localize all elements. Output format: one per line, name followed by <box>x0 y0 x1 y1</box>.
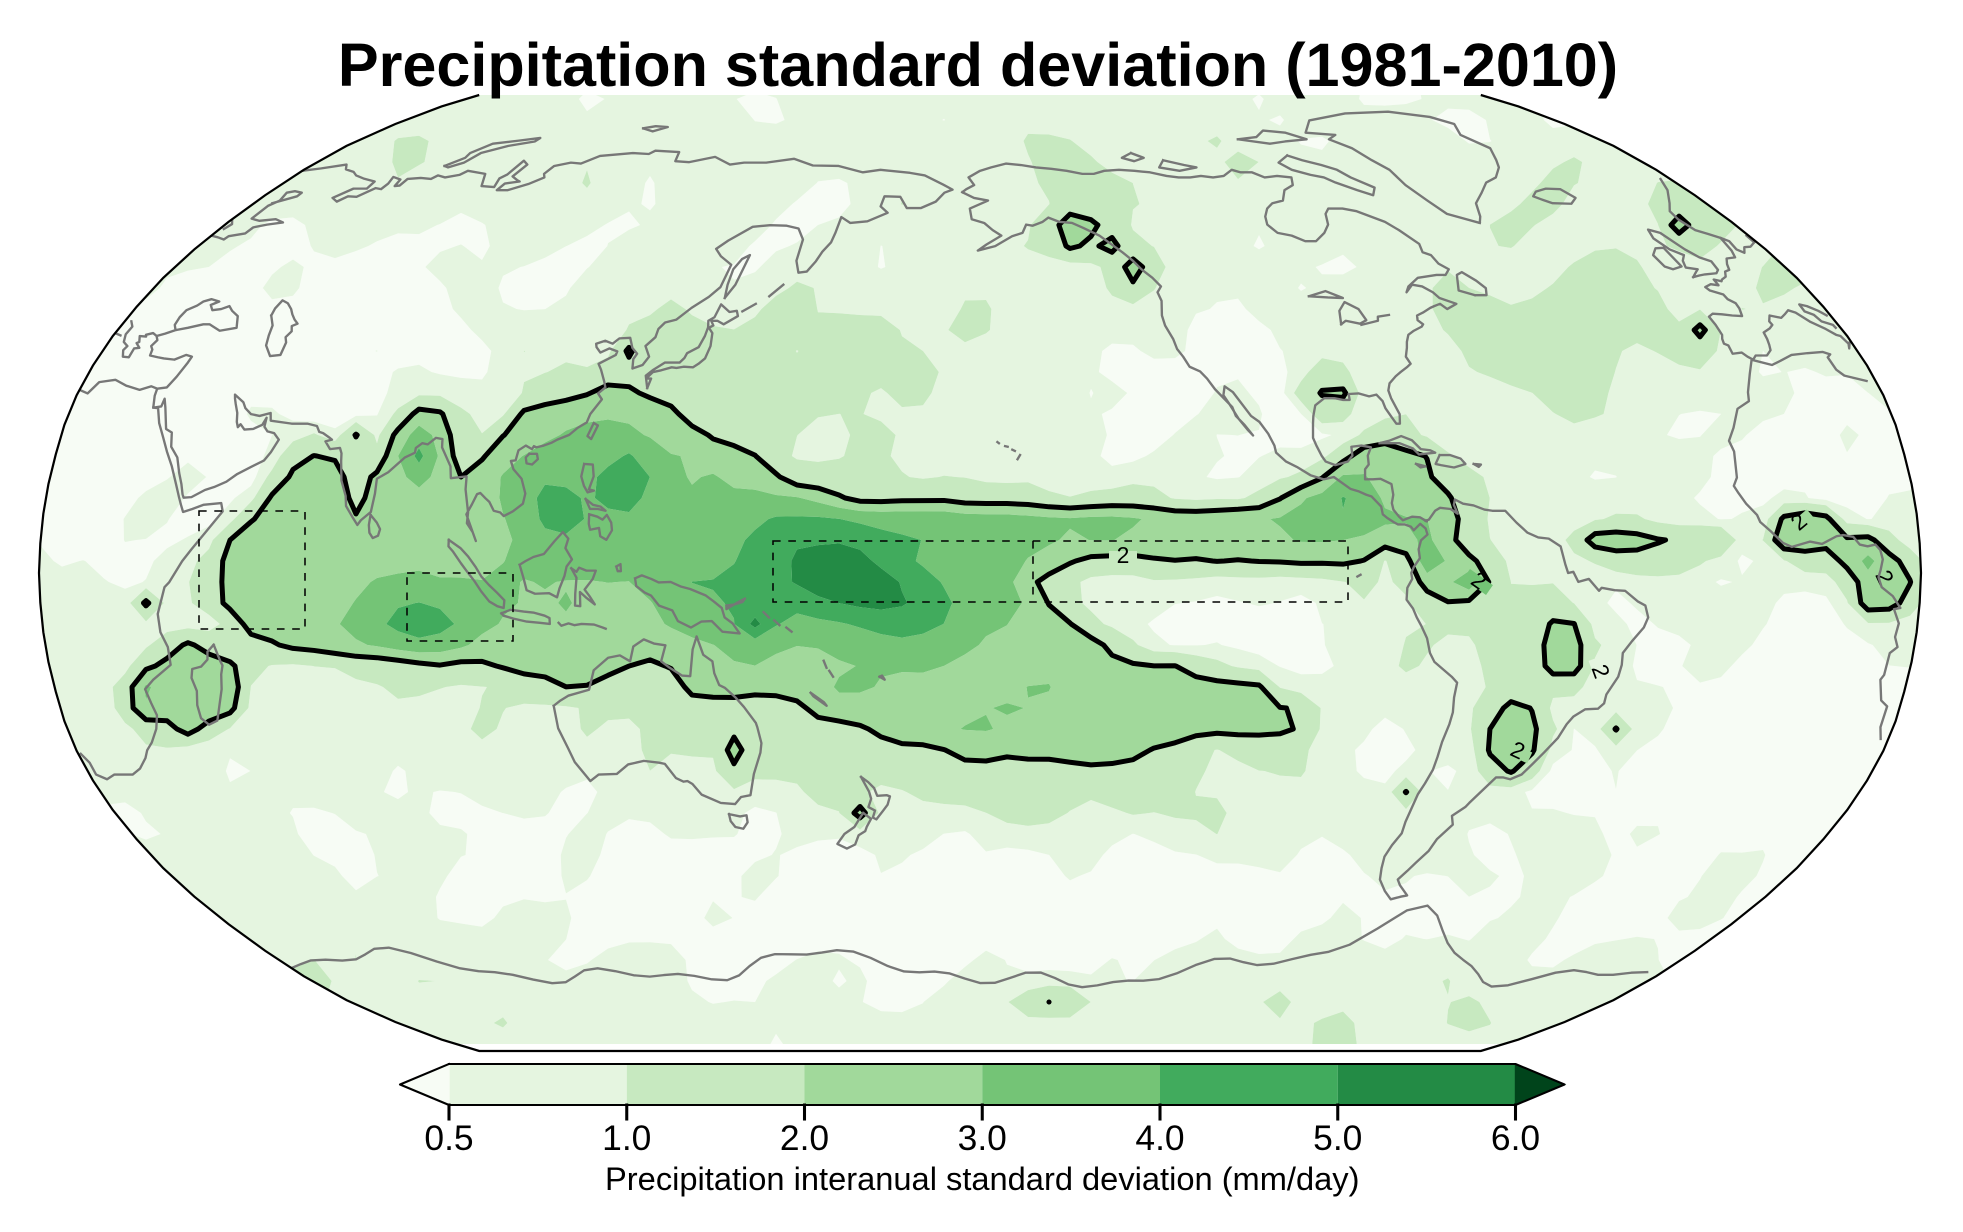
svg-text:6.0: 6.0 <box>1491 1118 1540 1158</box>
svg-text:0.5: 0.5 <box>424 1118 473 1158</box>
svg-text:Precipitation standard deviati: Precipitation standard deviation (1981-2… <box>338 31 1618 99</box>
svg-text:4.0: 4.0 <box>1135 1118 1184 1158</box>
svg-text:3.0: 3.0 <box>958 1118 1007 1158</box>
svg-text:2.0: 2.0 <box>780 1118 829 1158</box>
svg-text:5.0: 5.0 <box>1313 1118 1362 1158</box>
svg-text:Precipitation interanual stand: Precipitation interanual standard deviat… <box>605 1160 1359 1197</box>
svg-text:2: 2 <box>1117 542 1130 568</box>
svg-text:1.0: 1.0 <box>602 1118 651 1158</box>
